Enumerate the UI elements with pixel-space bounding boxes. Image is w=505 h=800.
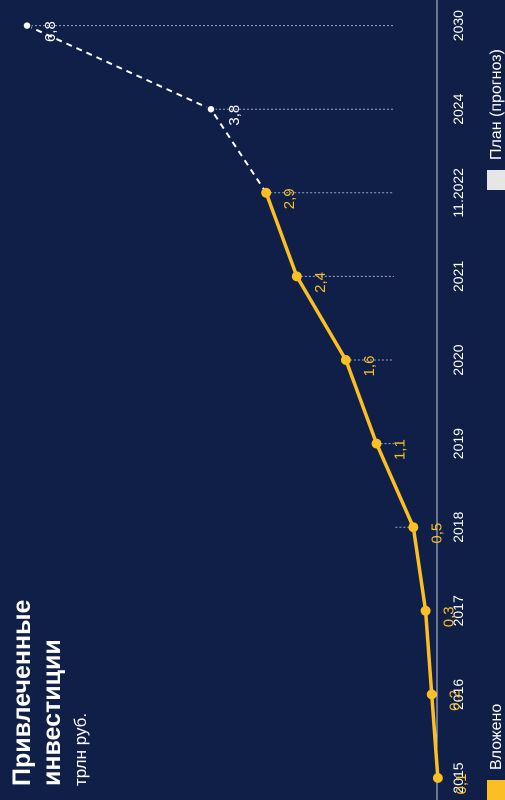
plan-data-point (206, 104, 216, 114)
invested-data-point (340, 355, 351, 365)
x-tick-label: 2020 (450, 344, 466, 375)
data-labels: 0,1 0,2 0,3 0,5 1,1 1,6 2,4 2,9 3,8 6,8 (42, 21, 470, 794)
invested-data-point (426, 689, 437, 700)
x-tick-label: 2018 (450, 511, 466, 542)
chart-canvas: Привлеченные инвестиции трлн руб. 201520… (8, 0, 505, 800)
chart-title-line-1: Привлеченные (8, 600, 36, 786)
x-tick-label: 2030 (450, 10, 466, 41)
data-points (22, 20, 443, 783)
legend: Вложено План (прогноз) (487, 49, 505, 800)
legend-label-invested: Вложено (488, 704, 505, 770)
x-tick-label: 2015 (450, 762, 466, 793)
data-label: 1,6 (361, 356, 378, 377)
x-tick-label: 11.2022 (450, 168, 466, 218)
invested-data-point (261, 187, 272, 198)
x-tick-label: 2016 (450, 679, 466, 710)
data-label: 1,1 (392, 439, 409, 460)
chart-subtitle: трлн руб. (71, 713, 90, 786)
data-label: 2,9 (281, 188, 298, 209)
legend-swatch-invested (487, 780, 505, 800)
invested-data-point (420, 605, 431, 616)
x-tick-label: 2017 (450, 595, 466, 626)
x-tick-label: 2019 (450, 428, 466, 459)
legend-label-plan: План (прогноз) (488, 49, 505, 160)
data-label: 0,1 (453, 774, 470, 795)
invested-data-point (371, 438, 382, 449)
data-label: 0,5 (428, 523, 445, 544)
x-tick-label: 2021 (450, 261, 466, 292)
data-label: 2,4 (312, 272, 329, 293)
data-label: 6,8 (42, 21, 59, 42)
guide-lines (31, 25, 418, 528)
invested-data-point (408, 522, 419, 533)
invested-data-point (432, 773, 443, 783)
invested-data-point (291, 271, 302, 282)
x-tick-label: 2024 (450, 93, 466, 124)
data-label: 3,8 (226, 105, 243, 126)
data-label: 0,3 (441, 606, 458, 627)
legend-swatch-plan (487, 170, 505, 190)
invested-series-line (264, 192, 440, 779)
chart-title-line-2: инвестиции (38, 639, 66, 786)
data-label: 0,2 (447, 690, 464, 711)
x-tick-labels: 2015 2016 2017 2018 2019 2020 2021 11.2022 2024 2… (450, 10, 466, 794)
plan-data-point (22, 20, 32, 31)
